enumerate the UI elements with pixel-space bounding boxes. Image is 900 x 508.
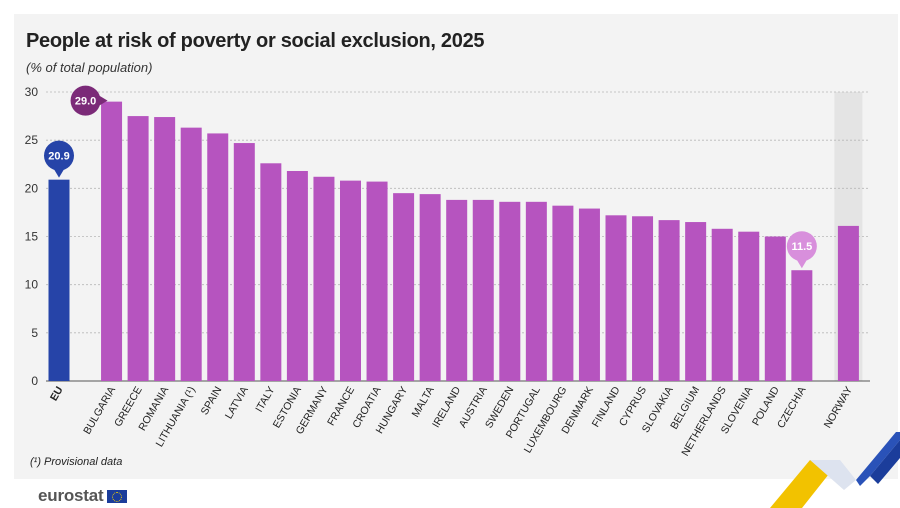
bar-czechia <box>791 270 813 381</box>
x-tick-label: LATVIA <box>223 385 251 422</box>
bar-luxembourg <box>552 205 574 381</box>
eu-flag-icon <box>107 489 128 503</box>
bar-italy <box>260 163 282 381</box>
bar-romania <box>154 117 176 382</box>
callout-label: 29.0 <box>75 96 96 108</box>
blue-chevron <box>856 432 900 486</box>
x-tick-label: ITALY <box>253 385 277 415</box>
bar-poland <box>764 236 786 381</box>
bar-hungary <box>393 193 415 381</box>
bar-eu <box>48 179 70 381</box>
callout-bubble <box>786 231 817 262</box>
x-tick-label: SPAIN <box>199 385 225 418</box>
bar-spain <box>207 133 229 381</box>
bar-netherlands <box>711 228 733 381</box>
y-tick-label: 5 <box>31 326 38 340</box>
y-tick-label: 30 <box>25 85 39 99</box>
grey-chevron <box>810 460 856 490</box>
bar-austria <box>472 199 494 381</box>
bar-slovakia <box>658 220 680 381</box>
bar-germany <box>313 176 335 381</box>
decorative-chevrons <box>770 432 900 508</box>
bar-france <box>340 180 361 381</box>
bar-greece <box>127 116 149 381</box>
callout-bubble <box>70 85 101 116</box>
y-tick-label: 0 <box>31 374 38 388</box>
bar-cyprus <box>632 216 654 381</box>
chart-subtitle: (% of total population) <box>26 60 153 75</box>
bar-bulgaria <box>101 101 123 381</box>
bar-malta <box>419 194 441 381</box>
bar-norway <box>837 225 859 381</box>
yellow-chevron <box>770 460 840 508</box>
eurostat-logo: eurostat <box>38 486 128 506</box>
bar-ireland <box>446 199 468 381</box>
bar-sweden <box>499 201 521 381</box>
x-tick-label: MALTA <box>410 385 437 420</box>
callout-label: 11.5 <box>791 241 812 253</box>
bar-denmark <box>578 208 600 381</box>
chart-title: People at risk of poverty or social excl… <box>26 30 485 52</box>
footnote: (¹) Provisional data <box>30 456 123 468</box>
bar-slovenia <box>738 231 760 381</box>
callout-bubble <box>44 140 74 171</box>
x-tick-label: EU <box>48 385 66 404</box>
y-tick-label: 25 <box>25 133 39 147</box>
y-tick-label: 10 <box>25 278 39 292</box>
bar-latvia <box>233 143 255 381</box>
x-tick-label: NORWAY <box>822 385 855 431</box>
bar-finland <box>605 215 627 381</box>
bar-lithuania <box>180 127 202 381</box>
y-tick-label: 15 <box>25 230 39 244</box>
bar-belgium <box>685 222 707 381</box>
logo-text: eurostat <box>38 486 104 505</box>
callout-label: 20.9 <box>48 151 69 163</box>
blue-chevron-dark <box>870 440 900 484</box>
x-tick-label: BULGARIA <box>81 385 118 437</box>
bar-portugal <box>525 201 547 381</box>
bar-estonia <box>286 170 308 381</box>
bar-croatia <box>366 181 388 381</box>
y-tick-label: 20 <box>25 181 39 195</box>
